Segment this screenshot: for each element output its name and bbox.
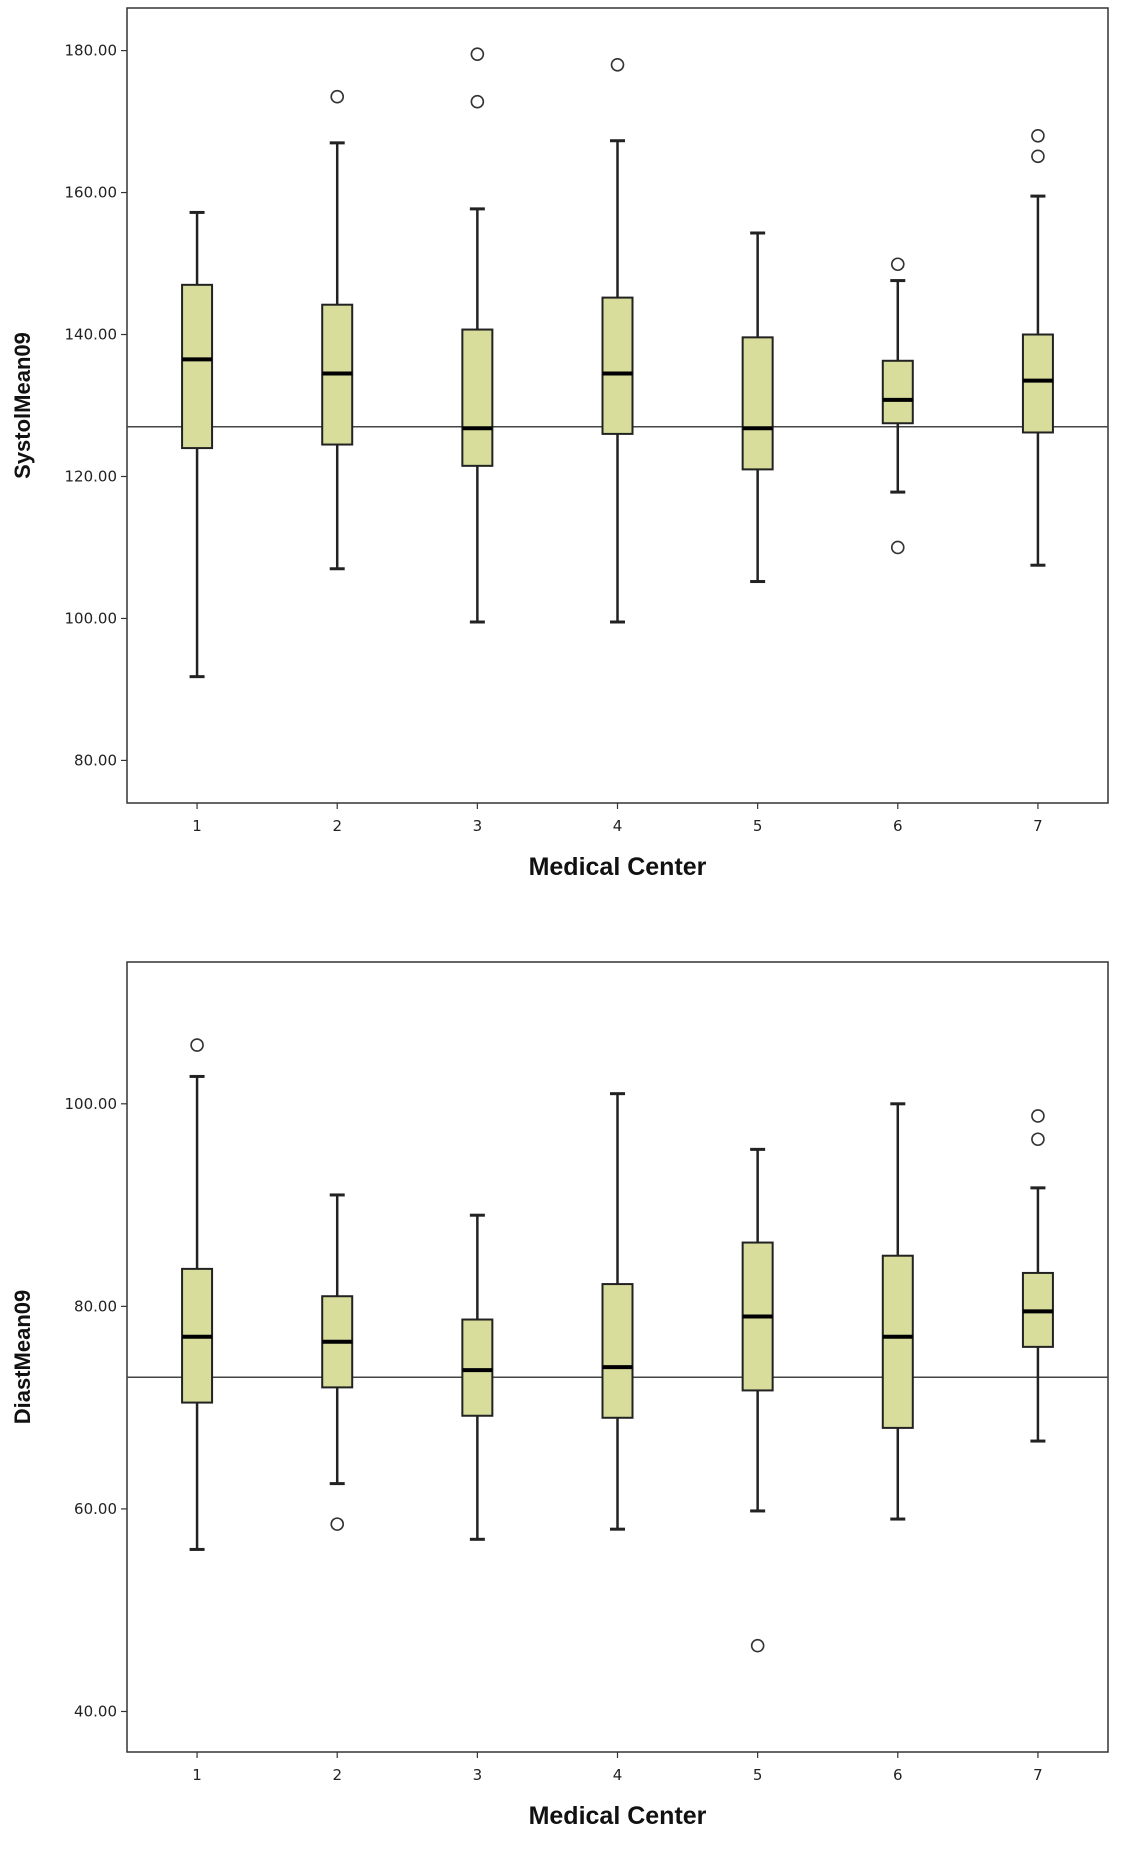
box-iqr: [461, 1318, 494, 1417]
x-axis-title: Medical Center: [529, 853, 707, 881]
box-group-5: [741, 1147, 774, 1653]
outlier-point: [1031, 128, 1045, 143]
x-tick-label: 2: [332, 1766, 342, 1784]
box-iqr: [601, 296, 634, 435]
y-tick-label: 60.00: [74, 1500, 117, 1518]
outlier-point: [750, 1638, 765, 1653]
x-tick-label: 4: [613, 817, 623, 835]
chart-panel-1: 80.00 100.00 120.00 140.00 160.00 180.00 1 2 3 4 5…: [10, 7, 1109, 881]
x-tick-label: 3: [473, 1766, 483, 1784]
outlier-point: [610, 57, 625, 72]
box-iqr: [181, 283, 214, 450]
outlier-point: [190, 1038, 204, 1052]
y-tick-label: 120.00: [65, 467, 118, 485]
box-group-2: [321, 89, 354, 571]
box-iqr: [461, 328, 494, 467]
box-group-3: [461, 1213, 494, 1541]
y-axis-title: SystolMean09: [10, 332, 35, 479]
box-group-1: [181, 1038, 214, 1551]
box-iqr: [881, 1254, 914, 1429]
box-group-6: [881, 257, 914, 555]
x-tick-label: 1: [192, 817, 202, 835]
x-tick-label: 6: [893, 817, 903, 835]
x-tick-label: 2: [332, 817, 342, 835]
y-tick-label: 80.00: [74, 751, 117, 769]
x-tick-label: 5: [753, 1766, 763, 1784]
outlier-point: [890, 540, 905, 555]
box-group-1: [181, 210, 214, 679]
x-tick-label: 1: [192, 1766, 202, 1784]
outlier-point: [890, 257, 905, 272]
box-group-7: [1021, 128, 1054, 567]
x-axis-title: Medical Center: [529, 1802, 707, 1830]
y-tick-label: 160.00: [65, 184, 118, 202]
y-tick-label: 100.00: [65, 1095, 118, 1113]
y-tick-label: 80.00: [74, 1297, 117, 1315]
outlier-point: [470, 47, 485, 61]
outlier-point: [330, 1517, 345, 1531]
box-group-7: [1021, 1109, 1054, 1443]
box-group-4: [601, 57, 634, 624]
y-tick-label: 40.00: [74, 1702, 117, 1720]
x-tick-label: 4: [613, 1766, 623, 1784]
box-group-3: [461, 47, 494, 624]
x-tick-label: 5: [753, 817, 763, 835]
x-tick-label: 7: [1033, 817, 1043, 835]
x-tick-label: 3: [473, 817, 483, 835]
y-axis-title: DiastMean09: [10, 1290, 35, 1425]
outlier-point: [330, 89, 345, 104]
x-tick-label: 7: [1033, 1766, 1043, 1784]
box-iqr: [601, 1283, 634, 1419]
y-tick-label: 140.00: [65, 326, 118, 344]
outlier-point: [1031, 1109, 1045, 1123]
box-iqr: [881, 359, 914, 425]
outlier-point: [1031, 1132, 1045, 1147]
outlier-point: [470, 94, 485, 109]
y-tick-label: 100.00: [65, 609, 118, 627]
box-iqr: [741, 336, 774, 471]
box-group-2: [321, 1193, 354, 1531]
x-tick-label: 6: [893, 1766, 903, 1784]
box-iqr: [1021, 333, 1054, 434]
box-group-4: [601, 1092, 634, 1531]
chart-panel-2: 40.00 60.00 80.00 100.00 1 2 3 4 5 6 7 Medical Cent…: [10, 961, 1109, 1830]
outlier-point: [1031, 149, 1045, 164]
box-group-6: [881, 1102, 914, 1521]
y-tick-label: 180.00: [65, 42, 118, 60]
box-group-5: [741, 231, 774, 584]
